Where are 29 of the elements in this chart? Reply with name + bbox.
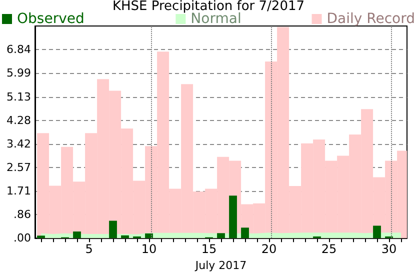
bar xyxy=(229,196,237,238)
legend-label: Observed xyxy=(17,11,84,27)
y-tick-label: 2.57 xyxy=(6,160,31,174)
x-tick-label: 30 xyxy=(381,242,397,256)
legend-label: Daily Record xyxy=(326,11,416,27)
y-tick-label: .00 xyxy=(14,232,31,245)
bar xyxy=(37,236,45,238)
y-tick-label: 1.71 xyxy=(6,184,31,198)
chart-title: KHSE Precipitation for 7/2017 xyxy=(112,0,305,14)
x-tick-label: 10 xyxy=(141,242,157,256)
bar xyxy=(145,233,153,238)
bar xyxy=(109,220,117,238)
y-tick-label: 4.28 xyxy=(6,114,31,127)
bar xyxy=(241,228,249,238)
y-tick-label: .86 xyxy=(14,208,31,222)
bar xyxy=(217,233,225,238)
y-tick-label: 3.42 xyxy=(6,137,31,150)
bar xyxy=(121,235,129,238)
x-tick-label: 20 xyxy=(261,242,277,256)
bar xyxy=(73,231,81,238)
y-tick-label: 5.13 xyxy=(6,90,31,104)
x-tick-label: 15 xyxy=(201,242,217,256)
x-tick-label: 5 xyxy=(85,242,93,256)
y-tick-label: 5.99 xyxy=(6,66,31,80)
bar xyxy=(373,226,381,238)
legend-label: Normal xyxy=(190,11,242,27)
x-tick-label: 25 xyxy=(321,242,337,256)
y-tick-label: 6.84 xyxy=(6,43,31,56)
x-axis-title: July 2017 xyxy=(194,259,247,272)
